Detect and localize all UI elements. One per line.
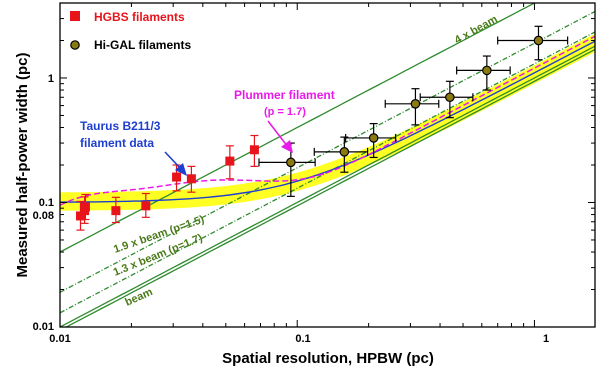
hgbs-point-5 bbox=[172, 172, 182, 182]
hgbs-point-6 bbox=[186, 174, 196, 184]
higal-point-5 bbox=[482, 65, 492, 76]
higal-point-2 bbox=[368, 133, 379, 143]
data-markers bbox=[75, 35, 544, 221]
x-tick-label-1: 0.1 bbox=[295, 333, 310, 345]
legend-higal-label: Hi-GAL filaments bbox=[94, 38, 191, 52]
y-axis-label: Measured half-power width (pc) bbox=[14, 52, 31, 277]
plummer-model-curve bbox=[60, 35, 595, 206]
beam4-label: 4 x beam bbox=[453, 13, 500, 46]
yellow-uncertainty-band bbox=[60, 33, 595, 211]
beam-line-1x bbox=[60, 45, 595, 327]
higal-point-3 bbox=[410, 99, 421, 109]
taurus-label-line2: filament data bbox=[80, 136, 154, 150]
higal-point-6 bbox=[533, 35, 544, 46]
hgbs-point-2 bbox=[80, 202, 90, 212]
hgbs-point-3 bbox=[111, 206, 121, 216]
x-tick-label-0: 0.01 bbox=[49, 333, 70, 345]
x-tick-label-2: 1 bbox=[543, 333, 549, 345]
higal-point-1 bbox=[339, 147, 350, 157]
hgbs-point-4 bbox=[141, 201, 151, 211]
y-tick-label-0: 0.01 bbox=[33, 321, 54, 333]
legend-higal-marker bbox=[70, 40, 80, 50]
hgbs-point-8 bbox=[249, 145, 259, 155]
axis-ticks bbox=[59, 2, 595, 328]
y-tick-label-2: 0.1 bbox=[39, 197, 54, 209]
taurus-arrowhead bbox=[175, 163, 187, 176]
plummer-param-label: (p = 1.7) bbox=[264, 106, 306, 118]
legend-hgbs-marker bbox=[70, 11, 80, 21]
higal-point-4 bbox=[445, 92, 455, 103]
x-axis-label: Spatial resolution, HPBW (pc) bbox=[222, 350, 434, 367]
y-tick-label-3: 1 bbox=[48, 73, 54, 85]
y-tick-label-1: 0.08 bbox=[33, 210, 54, 222]
plummer-arrow bbox=[267, 120, 289, 148]
yellow-band bbox=[60, 33, 595, 211]
plummer-label: Plummer filament bbox=[234, 88, 335, 102]
plummer-arrowhead bbox=[281, 140, 293, 153]
taurus-label-line1: Taurus B211/3 bbox=[80, 119, 161, 133]
legend-hgbs-label: HGBS filaments bbox=[94, 10, 185, 24]
hgbs-point-0 bbox=[75, 211, 85, 221]
higal-point-0 bbox=[286, 157, 296, 168]
beam-line-extra bbox=[64, 48, 595, 327]
taurus-model-curve bbox=[60, 40, 595, 203]
hgbs-point-7 bbox=[225, 156, 235, 166]
